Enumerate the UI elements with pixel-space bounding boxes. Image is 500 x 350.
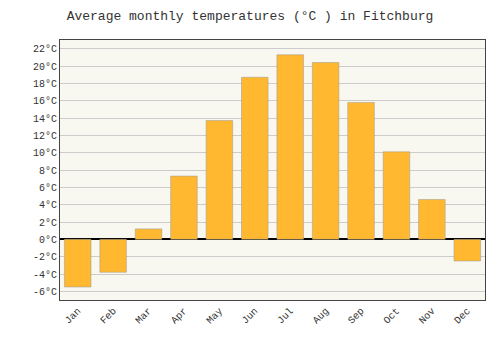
svg-text:6°C: 6°C bbox=[39, 183, 57, 194]
svg-text:Feb: Feb bbox=[98, 306, 119, 327]
svg-text:12°C: 12°C bbox=[33, 131, 57, 142]
svg-text:4°C: 4°C bbox=[39, 200, 57, 211]
svg-text:-4°C: -4°C bbox=[33, 270, 57, 281]
svg-text:Aug: Aug bbox=[311, 306, 332, 327]
svg-text:-2°C: -2°C bbox=[33, 252, 57, 263]
svg-text:8°C: 8°C bbox=[39, 166, 57, 177]
svg-text:Jul: Jul bbox=[275, 306, 296, 327]
svg-text:Nov: Nov bbox=[417, 306, 438, 327]
svg-text:20°C: 20°C bbox=[33, 62, 57, 73]
svg-text:22°C: 22°C bbox=[33, 44, 57, 55]
svg-text:2°C: 2°C bbox=[39, 218, 57, 229]
svg-text:May: May bbox=[205, 306, 226, 327]
svg-text:Sep: Sep bbox=[346, 306, 367, 327]
svg-text:18°C: 18°C bbox=[33, 79, 57, 90]
svg-text:Dec: Dec bbox=[452, 306, 473, 327]
svg-text:10°C: 10°C bbox=[33, 148, 57, 159]
svg-text:-6°C: -6°C bbox=[33, 287, 57, 298]
svg-text:14°C: 14°C bbox=[33, 114, 57, 125]
svg-text:Mar: Mar bbox=[134, 306, 155, 327]
svg-text:16°C: 16°C bbox=[33, 96, 57, 107]
svg-text:Average monthly temperatures (: Average monthly temperatures (°C ) in Fi… bbox=[67, 9, 434, 24]
svg-text:Apr: Apr bbox=[169, 306, 190, 327]
svg-text:0°C: 0°C bbox=[39, 235, 57, 246]
svg-text:Oct: Oct bbox=[382, 306, 403, 327]
svg-text:Jan: Jan bbox=[63, 306, 84, 327]
svg-text:Jun: Jun bbox=[240, 306, 261, 327]
